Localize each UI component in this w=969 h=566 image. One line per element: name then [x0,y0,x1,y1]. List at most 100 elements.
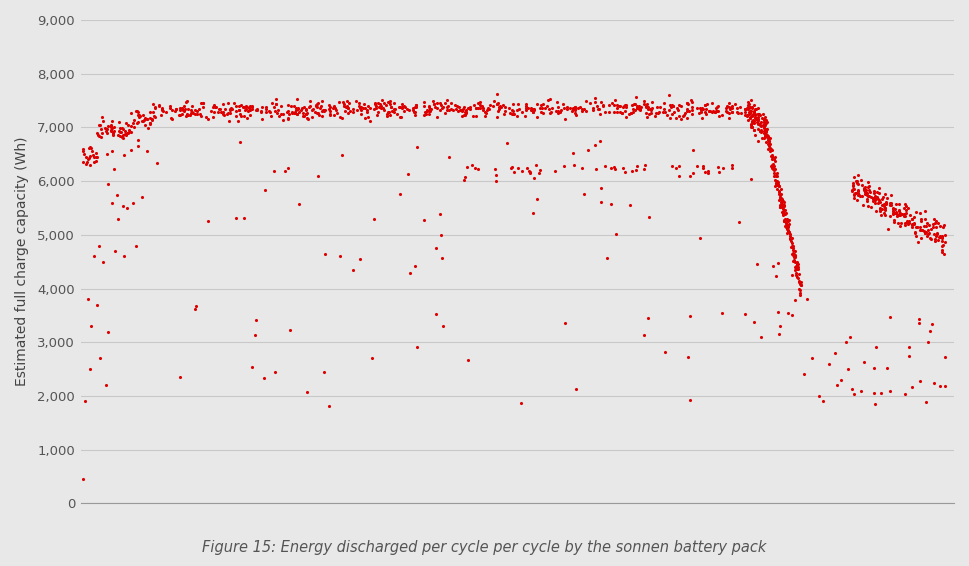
Point [360,113,376,122]
Point [889,207,904,216]
Point [559,104,575,113]
Point [787,250,802,259]
Point [244,102,260,111]
Point [898,209,914,218]
Point [381,97,396,106]
Point [694,108,709,117]
Point [216,110,232,119]
Point [931,232,947,241]
Point [780,228,796,237]
Point [207,102,223,112]
Point [753,127,768,136]
Point [691,109,706,118]
Point [268,100,284,109]
Point [458,106,474,115]
Point [896,209,912,218]
Point [258,107,273,116]
Point [757,122,772,131]
Point [750,136,766,145]
Point [761,133,776,142]
Point [277,166,293,175]
Point [399,104,415,113]
Point [359,105,375,114]
Point [423,104,439,113]
Point [740,108,756,117]
Point [725,108,740,117]
Point [135,116,150,125]
Point [408,108,423,117]
Point [497,102,513,112]
Point [625,107,641,116]
Point [752,127,767,136]
Point [302,96,318,105]
Point [307,108,323,117]
Point [695,164,710,173]
Point [916,222,931,231]
Point [298,109,314,118]
Point [469,104,484,113]
Point [504,162,519,171]
Point [268,99,284,108]
Point [280,114,296,123]
Point [103,122,118,131]
Point [779,222,795,231]
Point [901,216,917,225]
Point [605,98,620,108]
Point [744,110,760,119]
Point [593,98,609,107]
Point [773,189,789,198]
Point [308,101,324,110]
Point [206,101,222,110]
Point [765,163,780,172]
Point [757,117,772,126]
Point [121,127,137,136]
Point [770,179,786,188]
Point [489,89,505,98]
Point [289,104,304,113]
Point [340,108,356,117]
Point [407,261,422,271]
Point [904,220,920,229]
Point [875,200,891,209]
Point [291,199,306,208]
Point [356,104,371,113]
Point [774,194,790,203]
Point [361,104,377,113]
Point [357,100,372,109]
Point [693,233,708,242]
Point [434,100,450,109]
Point [919,228,934,237]
Point [253,107,268,116]
Point [934,231,950,241]
Point [644,104,660,113]
Point [869,192,885,201]
Point [532,165,547,174]
Point [512,104,527,113]
Point [358,103,373,112]
Point [529,113,545,122]
Point [607,163,622,172]
Point [442,152,457,161]
Point [187,110,203,119]
Point [897,220,913,229]
Point [130,117,145,126]
Point [758,125,773,134]
Point [758,115,773,125]
Point [743,96,759,105]
Point [766,156,782,165]
Point [556,161,572,170]
Point [913,225,928,234]
Point [201,114,216,123]
Point [332,113,348,122]
Point [309,103,325,112]
Point [934,234,950,243]
Point [509,105,524,114]
Point [618,103,634,112]
Point [776,200,792,209]
Point [309,108,325,117]
Point [523,105,539,114]
Point [449,105,464,114]
Point [768,178,784,187]
Point [928,231,944,241]
Point [770,259,786,268]
